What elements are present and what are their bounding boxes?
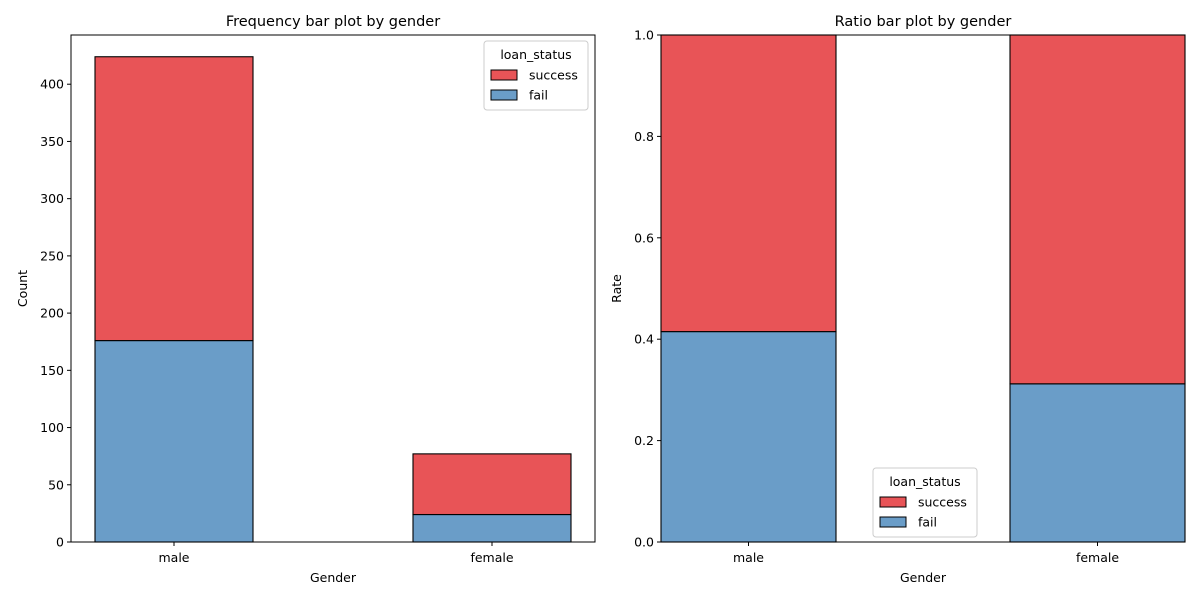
legend-swatch-success bbox=[490, 69, 518, 81]
legend-label-success: success bbox=[529, 68, 578, 83]
y-tick-label: 50 bbox=[48, 477, 64, 492]
bar-fail-male bbox=[94, 340, 254, 543]
y-tick-label: 1.0 bbox=[634, 28, 654, 43]
y-tick-label: 150 bbox=[40, 363, 64, 378]
y-tick-label: 100 bbox=[40, 420, 64, 435]
y-tick-label: 0.6 bbox=[634, 230, 654, 245]
bar-fail-female bbox=[412, 513, 572, 543]
x-tick-label: female bbox=[470, 550, 513, 565]
y-tick-label: 0.0 bbox=[634, 535, 654, 550]
y-tick-label: 400 bbox=[40, 77, 64, 92]
bar-success-male bbox=[94, 56, 254, 342]
y-tick-label: 300 bbox=[40, 191, 64, 206]
y-axis-label: Count bbox=[15, 270, 30, 307]
y-tick-label: 0 bbox=[56, 535, 64, 550]
chart-title: Ratio bar plot by gender bbox=[835, 14, 1012, 30]
x-tick-label: male bbox=[159, 550, 190, 565]
legend-swatch-fail bbox=[879, 516, 907, 528]
y-tick-label: 250 bbox=[40, 248, 64, 263]
legend-swatch-fail bbox=[490, 89, 518, 101]
bar-fail-male bbox=[660, 331, 837, 543]
axes-frame bbox=[660, 34, 1186, 543]
y-tick-label: 200 bbox=[40, 306, 64, 321]
x-axis-label: Gender bbox=[900, 570, 947, 585]
chart-title: Frequency bar plot by gender bbox=[226, 14, 440, 30]
legend-title: loan_status bbox=[889, 474, 960, 489]
axes-frame bbox=[70, 34, 596, 543]
bar-fail-female bbox=[1009, 383, 1186, 543]
y-tick-label: 0.8 bbox=[634, 129, 654, 144]
y-tick-label: 0.2 bbox=[634, 433, 654, 448]
bar-success-female bbox=[412, 453, 572, 516]
legend-label-fail: fail bbox=[529, 88, 548, 103]
legend-label-fail: fail bbox=[918, 515, 937, 530]
bar-success-male bbox=[660, 34, 837, 333]
x-axis-label: Gender bbox=[310, 570, 357, 585]
bar-success-female bbox=[1009, 34, 1186, 385]
y-tick-label: 0.4 bbox=[634, 332, 654, 347]
y-tick-label: 350 bbox=[40, 134, 64, 149]
legend-label-success: success bbox=[918, 495, 967, 510]
x-tick-label: male bbox=[733, 550, 764, 565]
y-axis-label: Rate bbox=[609, 274, 624, 303]
x-tick-label: female bbox=[1076, 550, 1119, 565]
legend-swatch-success bbox=[879, 496, 907, 508]
legend-title: loan_status bbox=[500, 47, 571, 62]
